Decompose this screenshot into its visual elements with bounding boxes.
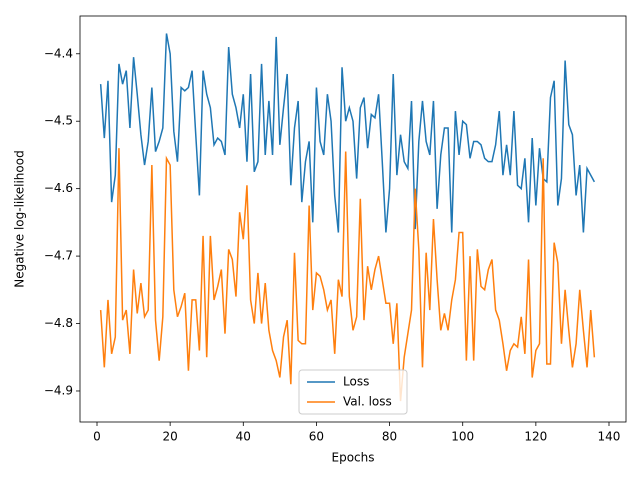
y-tick-label: −4.7 (44, 249, 73, 263)
y-tick-label: −4.8 (44, 316, 73, 330)
x-tick-label: 20 (163, 430, 178, 444)
y-tick-label: −4.4 (44, 46, 73, 60)
y-tick-label: −4.5 (44, 114, 73, 128)
x-tick-label: 40 (236, 430, 251, 444)
x-tick-label: 60 (309, 430, 324, 444)
line-series (99, 148, 596, 402)
legend-box (298, 369, 408, 415)
y-tick-label: −4.6 (44, 181, 73, 195)
legend-label: Val. loss (343, 395, 392, 409)
x-tick-label: 0 (93, 430, 101, 444)
axes-frame (79, 15, 627, 423)
x-tick-label: 120 (524, 430, 547, 444)
x-axis-label: Epochs (332, 451, 375, 465)
legend-label: Loss (343, 375, 369, 389)
y-tick-label: −4.9 (44, 383, 73, 397)
y-axis-label: Negative log-likelihood (13, 150, 27, 287)
line-series (99, 33, 596, 233)
x-tick-label: 100 (451, 430, 474, 444)
x-tick-label: 80 (382, 430, 397, 444)
x-tick-label: 140 (598, 430, 621, 444)
